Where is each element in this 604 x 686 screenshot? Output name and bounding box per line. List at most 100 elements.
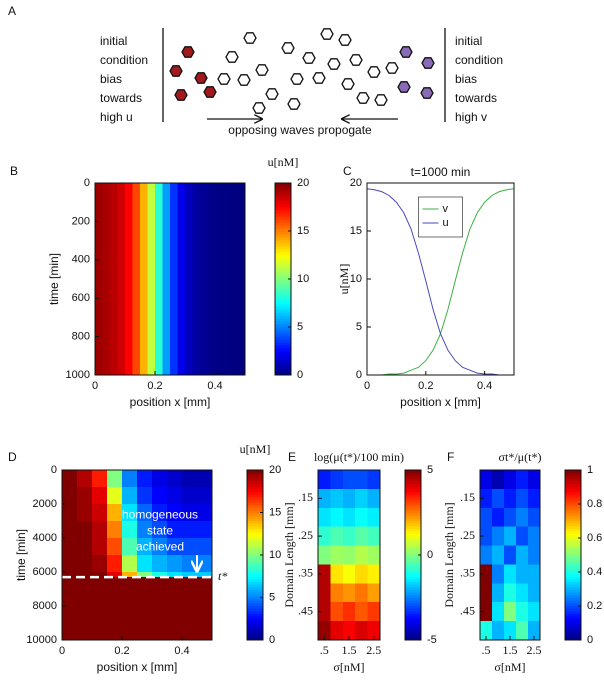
colorbar-swatch [565,626,581,630]
legend-label: u [443,217,449,229]
heatmap-cell [504,602,517,622]
heatmap-cell [77,538,93,556]
heatmap-cell [504,564,517,584]
chart-title: t=1000 min [411,165,471,179]
colorbar-tick-label: 0.4 [587,566,602,578]
colorbar-tick-label: 15 [269,506,281,518]
colorbar-swatch [275,210,291,214]
plot-frame [61,469,213,641]
colorbar-swatch [247,504,263,508]
colorbar-swatch [247,475,263,479]
colorbar-tick-label: 20 [297,177,309,189]
colorbar-swatch [565,632,581,636]
colorbar-tick-label: 0 [297,369,303,381]
colorbar-swatch [247,637,263,641]
colorbar-swatch [565,565,581,569]
heatmap-cell [122,577,138,641]
heatmap-cell [504,526,517,546]
colorbar-swatch [247,491,263,495]
plot-frame [94,182,246,376]
colorbar-tick-label: 0.6 [587,532,602,544]
colorbar-swatch [405,533,421,537]
colorbar-swatch [565,602,581,606]
heatmap-cell [318,602,331,622]
heatmap-cell [528,583,541,603]
heatmap-cell [318,545,331,565]
heatmap-cell [504,621,517,641]
colorbar-swatch [275,207,291,211]
colorbar-swatch [405,485,421,490]
colorbar-swatch [405,573,421,577]
heatmap-cell [492,564,505,584]
heatmap-cell [137,487,153,505]
colorbar-swatch [275,228,291,232]
heatmap-cell [197,470,213,488]
colorbar-swatch [275,249,291,253]
heatmap-cell [318,583,331,603]
x-tick-label: 1.5 [503,643,518,657]
colorbar-swatch [565,504,581,508]
heatmap-cell [528,488,541,509]
heatmap-cell [342,470,356,490]
chart-title: log(μ(t*)/100 min) [314,450,404,464]
heatmap-cell [480,621,493,641]
colorbar-swatch [247,608,263,612]
colorbar-swatch [275,267,291,271]
cell [237,74,251,86]
colorbar-swatch [247,557,263,561]
heatmap-cell [342,488,356,509]
colorbar-swatch [275,291,291,295]
colorbar-swatch [247,589,263,593]
heatmap-cell [140,183,148,376]
heatmap-cell [182,538,198,556]
heatmap-cell [182,504,198,522]
colorbar-swatch [405,523,421,527]
heatmap-cell [77,504,93,522]
colorbar-label: u[nM] [240,442,271,456]
x-tick-label: 0.4 [174,645,189,657]
heatmap-cell [528,526,541,546]
colorbar-swatch [405,475,421,479]
colorbar-swatch [247,539,263,543]
heatmap-cell [528,564,541,584]
colorbar-swatch [565,483,581,487]
heatmap-cell [342,602,356,622]
heatmap-cell [492,583,505,603]
colorbar-swatch [275,351,291,355]
colorbar-swatch [275,363,291,367]
colorbar-swatch [405,531,421,535]
heatmap-cell [355,470,368,490]
heatmap-cell [137,572,153,578]
heatmap-cell [107,538,123,556]
heatmap-cell [62,504,78,522]
heatmap-cell [92,504,108,522]
cell-u [203,86,217,98]
heatmap-cell [152,577,168,641]
colorbar-swatch [247,536,263,540]
legend-label: v [443,203,449,215]
heatmap-cell [192,183,201,376]
y-tick-label: .45 [460,603,475,617]
cell [217,73,231,85]
heatmap-cell [492,545,505,565]
heatmap-cell [516,470,529,490]
colorbar-swatch [275,327,291,331]
colorbar-swatch [275,369,291,373]
colorbar-swatch [275,342,291,346]
y-tick-label: 15 [350,225,362,237]
colorbar-swatch [247,610,263,614]
colorbar-swatch [565,557,581,561]
cell [367,66,381,78]
heatmap-cell [355,507,368,527]
heatmap-cell [167,521,183,539]
heatmap-cell [355,526,368,546]
heatmap-cell [167,504,183,522]
right-text: condition [455,53,503,67]
heatmap-cell [480,488,493,509]
colorbar-swatch [275,336,291,340]
colorbar-swatch [405,584,421,588]
colorbar-tick-label: 0 [587,634,593,646]
heatmap-cell [367,507,381,527]
colorbar-swatch [275,300,291,304]
